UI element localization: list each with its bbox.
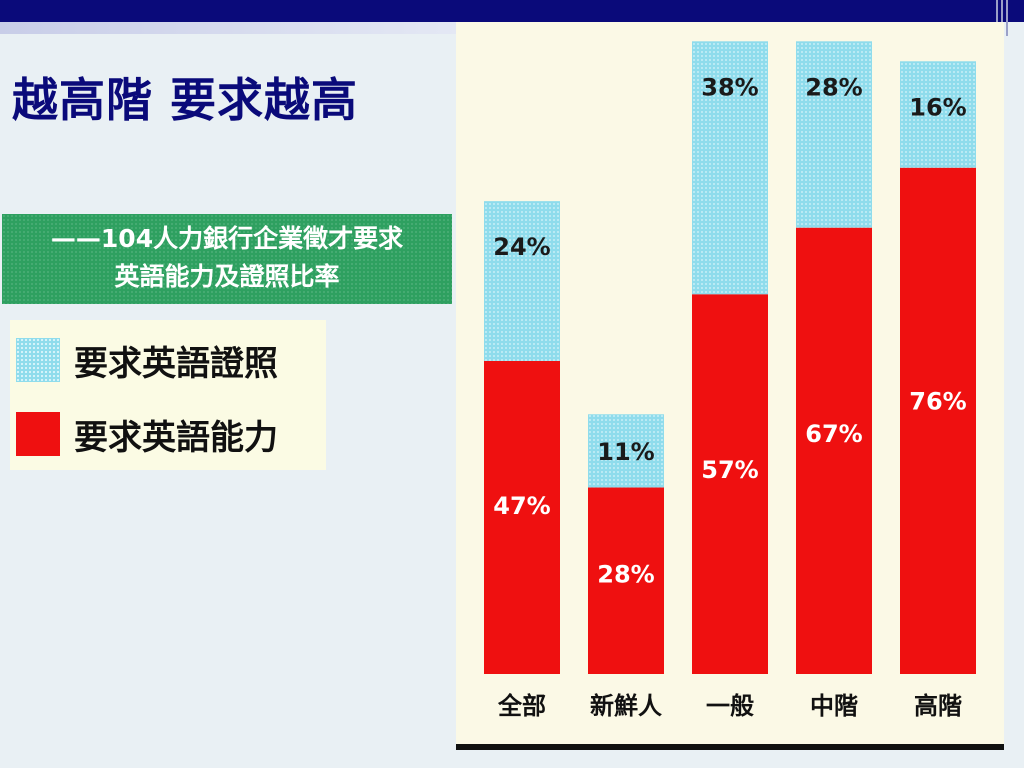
- legend-label-certificate: 要求英語證照: [74, 343, 278, 384]
- label-certificate-0: 24%: [493, 233, 550, 261]
- bar-certificate-0: [484, 201, 560, 361]
- label-ability-2: 57%: [701, 456, 758, 484]
- corner-decoration: [996, 0, 1012, 36]
- chart-panel: 24% 47% 全部 11% 28% 新鮮人 38% 57% 一般 28% 67% 中階 16% 76% 高…: [456, 22, 1004, 750]
- bar-ability-2: [692, 294, 768, 674]
- subtitle-line-2: 英語能力及證照比率: [114, 262, 340, 291]
- bar-ability-3: [796, 227, 872, 674]
- subtitle-box: ——104人力銀行企業徵才要求 英語能力及證照比率: [2, 214, 452, 304]
- category-label-2: 一般: [706, 692, 754, 720]
- category-label-3: 中階: [810, 692, 858, 720]
- top-bar: [0, 0, 1024, 22]
- bar-certificate-3: [796, 41, 872, 228]
- legend-swatch-ability: [16, 412, 60, 456]
- legend-label-ability: 要求英語能力: [74, 417, 278, 458]
- bar-ability-0: [484, 360, 560, 674]
- bar-ability-1: [588, 487, 664, 674]
- legend-item-certificate: 要求英語證照: [16, 338, 278, 384]
- label-ability-3: 67%: [805, 420, 862, 448]
- category-label-4: 高階: [914, 692, 962, 720]
- chart-baseline: [456, 744, 1004, 750]
- stacked-bar-chart: 24% 47% 全部 11% 28% 新鮮人 38% 57% 一般 28% 67% 中階 16% 76% 高…: [484, 41, 976, 720]
- label-ability-4: 76%: [909, 388, 966, 416]
- label-certificate-3: 28%: [805, 73, 862, 101]
- label-ability-1: 28%: [597, 560, 654, 588]
- label-certificate-1: 11%: [597, 438, 654, 466]
- bar-certificate-1: [588, 414, 664, 488]
- category-label-1: 新鮮人: [590, 692, 662, 720]
- chart-legend: 要求英語證照 要求英語能力: [10, 320, 326, 470]
- slide-title: 越高階 要求越高: [12, 73, 359, 127]
- bar-ability-4: [900, 167, 976, 674]
- bar-certificate-4: [900, 61, 976, 168]
- label-ability-0: 47%: [493, 492, 550, 520]
- subtitle-line-1: ——104人力銀行企業徵才要求: [50, 224, 404, 253]
- label-certificate-4: 16%: [909, 93, 966, 121]
- legend-swatch-certificate: [16, 338, 60, 382]
- legend-item-ability: 要求英語能力: [16, 412, 278, 458]
- category-label-0: 全部: [497, 692, 546, 720]
- bar-certificate-2: [692, 41, 768, 295]
- label-certificate-2: 38%: [701, 73, 758, 101]
